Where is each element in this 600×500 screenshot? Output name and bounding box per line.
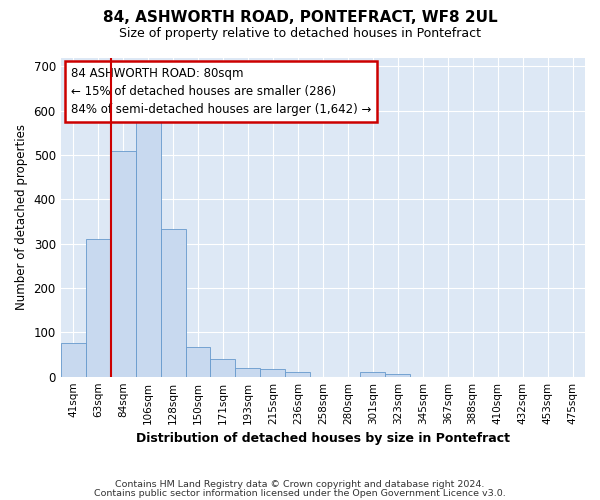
X-axis label: Distribution of detached houses by size in Pontefract: Distribution of detached houses by size … bbox=[136, 432, 510, 445]
Bar bbox=[235, 368, 260, 376]
Text: 84, ASHWORTH ROAD, PONTEFRACT, WF8 2UL: 84, ASHWORTH ROAD, PONTEFRACT, WF8 2UL bbox=[103, 10, 497, 25]
Bar bbox=[286, 372, 310, 376]
Bar bbox=[211, 359, 235, 376]
Bar bbox=[260, 369, 286, 376]
Y-axis label: Number of detached properties: Number of detached properties bbox=[15, 124, 28, 310]
Bar bbox=[136, 120, 161, 376]
Bar bbox=[61, 344, 86, 376]
Text: Contains public sector information licensed under the Open Government Licence v3: Contains public sector information licen… bbox=[94, 489, 506, 498]
Text: Contains HM Land Registry data © Crown copyright and database right 2024.: Contains HM Land Registry data © Crown c… bbox=[115, 480, 485, 489]
Bar bbox=[86, 240, 110, 376]
Bar bbox=[385, 374, 410, 376]
Bar bbox=[185, 346, 211, 376]
Bar bbox=[360, 372, 385, 376]
Text: 84 ASHWORTH ROAD: 80sqm
← 15% of detached houses are smaller (286)
84% of semi-d: 84 ASHWORTH ROAD: 80sqm ← 15% of detache… bbox=[71, 67, 371, 116]
Bar bbox=[110, 150, 136, 376]
Bar bbox=[161, 229, 185, 376]
Text: Size of property relative to detached houses in Pontefract: Size of property relative to detached ho… bbox=[119, 28, 481, 40]
